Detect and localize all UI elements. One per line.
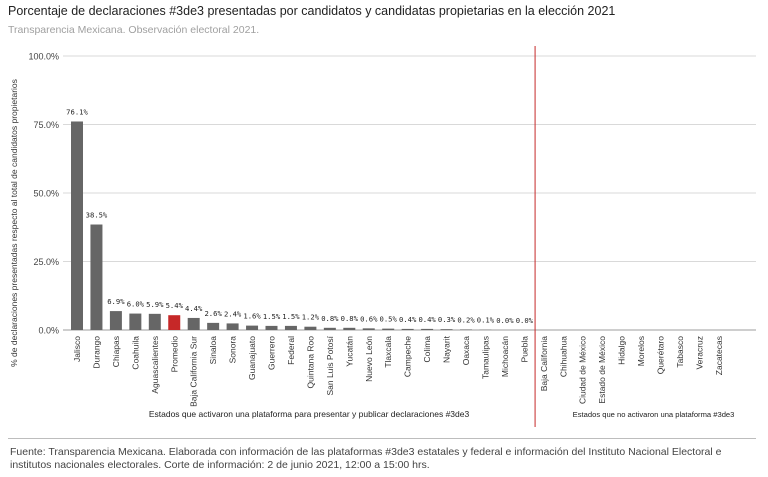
bar xyxy=(168,315,181,330)
y-tick-label: 100.0% xyxy=(28,52,59,62)
x-tick-label: Guanajuato xyxy=(247,336,257,380)
bar xyxy=(440,329,453,330)
y-tick-label: 50.0% xyxy=(33,189,59,199)
data-label: 2.4% xyxy=(224,309,242,318)
bar xyxy=(343,327,356,330)
x-tick-label: Oaxaca xyxy=(461,336,471,366)
x-tick-label: Jalisco xyxy=(72,336,82,362)
data-label: 4.4% xyxy=(185,304,203,313)
x-tick-label: Sinaloa xyxy=(208,336,218,365)
group-label: Estados que no activaron una plataforma … xyxy=(573,410,735,419)
x-tick-label: Federal xyxy=(286,336,296,365)
x-tick-label: Baja California Sur xyxy=(189,336,199,407)
bar xyxy=(226,323,239,330)
x-tick-label: Morelos xyxy=(636,336,646,366)
bar xyxy=(284,325,297,330)
x-tick-label: Sonora xyxy=(228,336,238,364)
x-tick-label: Tamaulipas xyxy=(480,336,490,379)
y-tick-label: 0.0% xyxy=(38,326,59,336)
x-tick-label: Zacatecas xyxy=(714,336,724,375)
bar xyxy=(90,224,103,330)
data-label: 76.1% xyxy=(66,107,88,116)
y-tick-label: 25.0% xyxy=(33,257,59,267)
chart-title: Porcentaje de declaraciones #3de3 presen… xyxy=(8,4,616,18)
data-label: 5.9% xyxy=(146,300,164,309)
x-tick-label: Michoacán xyxy=(500,336,510,377)
bar xyxy=(246,325,259,330)
x-tick-label: Campeche xyxy=(403,336,413,377)
x-tick-label: Chiapas xyxy=(111,336,121,367)
data-label: 0.0% xyxy=(496,316,514,325)
data-label: 0.5% xyxy=(380,315,398,324)
x-tick-label: Tabasco xyxy=(675,336,685,368)
data-label: 0.1% xyxy=(477,316,495,325)
data-label: 5.4% xyxy=(166,301,184,310)
data-label: 2.6% xyxy=(204,309,222,318)
bar xyxy=(187,317,200,330)
x-tick-label: San Luis Potosí xyxy=(325,335,335,395)
bar xyxy=(265,325,278,330)
x-tick-label: Durango xyxy=(91,336,101,369)
data-label: 0.8% xyxy=(341,314,359,323)
x-tick-label: Puebla xyxy=(519,336,529,363)
bar xyxy=(362,328,375,330)
y-axis-title: % de declaraciones presentadas respecto … xyxy=(9,79,19,367)
x-tick-label: Guerrero xyxy=(267,336,277,370)
data-label: 1.5% xyxy=(263,312,281,321)
data-label: 0.2% xyxy=(457,315,475,324)
x-tick-label: Chihuahua xyxy=(558,336,568,377)
bar xyxy=(460,329,472,330)
bar xyxy=(304,326,317,330)
chart-subtitle: Transparencia Mexicana. Observación elec… xyxy=(8,24,260,36)
source-note: Fuente: Transparencia Mexicana. Elaborad… xyxy=(10,446,722,471)
x-tick-label: Tlaxcala xyxy=(383,336,393,368)
bar xyxy=(401,328,414,330)
bar xyxy=(207,322,220,330)
x-tick-label: Yucatán xyxy=(344,336,354,367)
x-tick-label: Aguascalientes xyxy=(150,336,160,394)
x-tick-label: Quintana Roo xyxy=(305,336,315,389)
data-label: 1.5% xyxy=(282,312,300,321)
group-label: Estados que activaron una plataforma par… xyxy=(149,409,470,419)
data-label: 0.8% xyxy=(321,314,339,323)
y-tick-label: 75.0% xyxy=(33,120,59,130)
data-label: 38.5% xyxy=(86,211,108,220)
x-tick-label: Nayarit xyxy=(442,335,452,363)
bar xyxy=(323,327,336,330)
bar xyxy=(71,121,83,331)
data-label: 6.0% xyxy=(127,300,145,309)
data-label: 0.4% xyxy=(399,315,417,324)
x-tick-label: Estado de México xyxy=(597,336,607,404)
data-label: 0.6% xyxy=(360,314,378,323)
footer-divider xyxy=(8,438,756,439)
x-tick-label: Nuevo León xyxy=(364,336,374,382)
bar xyxy=(109,311,122,330)
x-tick-label: Coahuila xyxy=(130,336,140,370)
x-tick-label: Colima xyxy=(422,336,432,363)
bar xyxy=(421,328,434,330)
x-tick-label: Hidalgo xyxy=(617,336,627,365)
x-tick-label: Ciudad de México xyxy=(578,336,588,404)
data-label: 6.9% xyxy=(107,297,125,306)
bar xyxy=(129,313,142,330)
x-tick-label: Promedio xyxy=(169,336,179,373)
data-label: 0.0% xyxy=(516,316,534,325)
data-label: 0.3% xyxy=(438,315,456,324)
x-tick-label: Veracruz xyxy=(694,336,704,370)
data-label: 0.4% xyxy=(418,315,436,324)
bar xyxy=(382,328,395,330)
data-label: 1.2% xyxy=(302,313,320,322)
x-tick-label: Querétaro xyxy=(656,336,666,375)
data-label: 1.6% xyxy=(243,312,261,321)
x-tick-label: Baja California xyxy=(539,336,549,392)
bar xyxy=(148,313,161,330)
